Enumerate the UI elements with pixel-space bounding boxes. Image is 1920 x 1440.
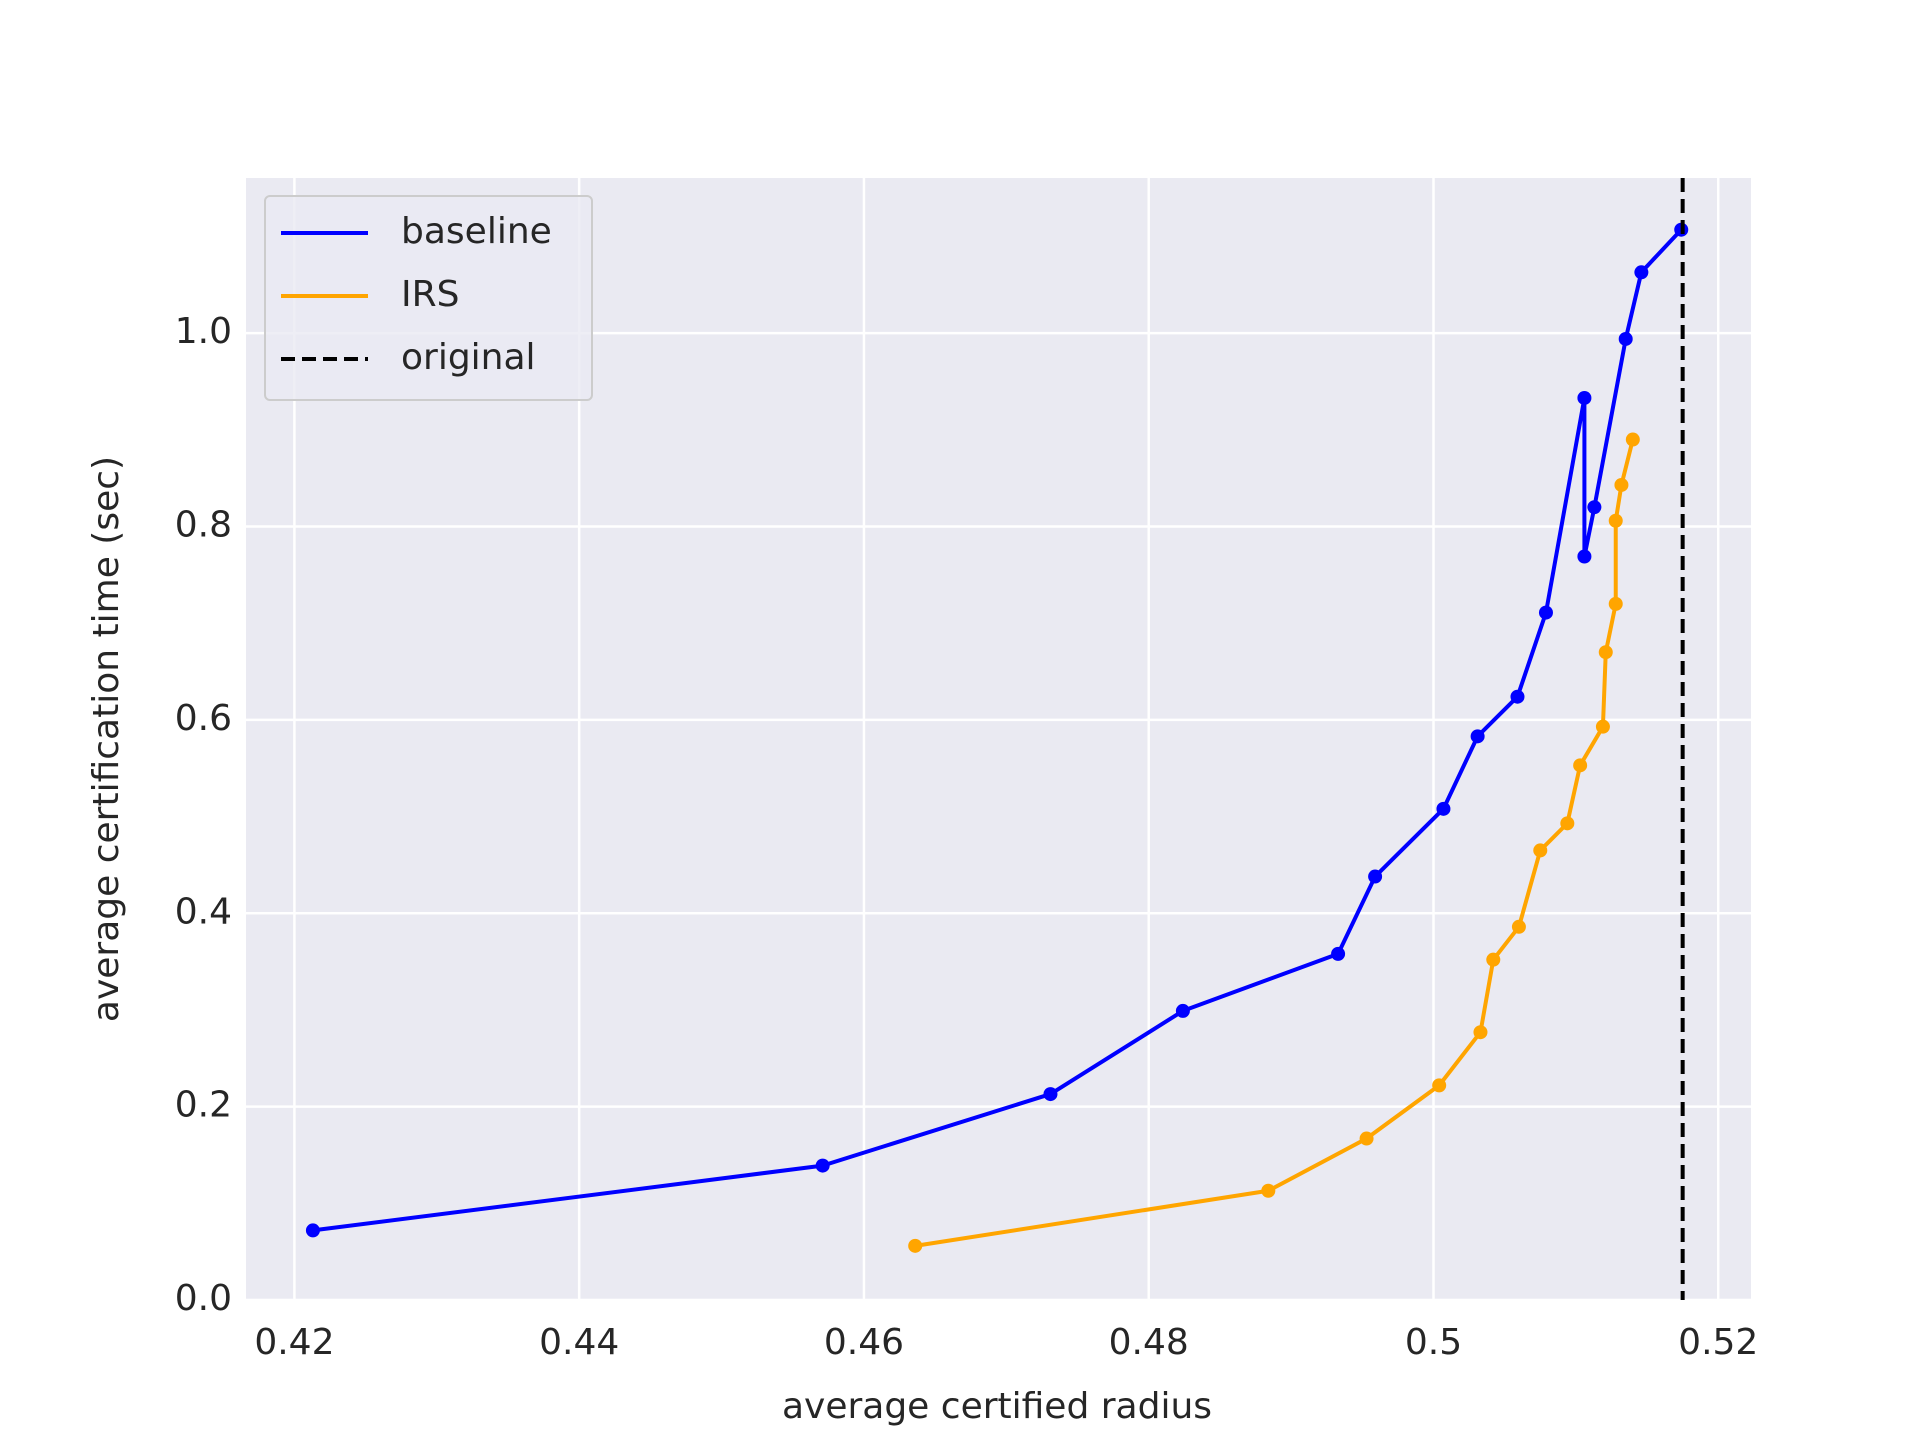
- data-point: [1486, 952, 1501, 967]
- y-axis-label: average certification time (sec): [86, 456, 127, 1022]
- data-point: [1560, 816, 1575, 831]
- data-point: [1043, 1087, 1058, 1102]
- data-point: [908, 1238, 923, 1253]
- data-point: [1368, 869, 1383, 884]
- data-point: [1175, 1003, 1190, 1018]
- x-tick-label: 0.44: [539, 1322, 619, 1363]
- data-point: [1618, 331, 1633, 346]
- data-point: [1634, 265, 1649, 280]
- legend-label: IRS: [401, 274, 459, 315]
- grid: [246, 178, 1751, 1302]
- data-point: [1510, 689, 1525, 704]
- y-tick-label: 0.0: [175, 1278, 232, 1319]
- data-point: [1608, 513, 1623, 528]
- data-point: [1359, 1131, 1374, 1146]
- x-tick-label: 0.46: [824, 1322, 904, 1363]
- data-point: [1538, 605, 1553, 620]
- data-point: [1432, 1078, 1447, 1093]
- x-tick-label: 0.42: [254, 1322, 334, 1363]
- data-point: [1587, 500, 1602, 515]
- data-point: [305, 1223, 320, 1238]
- data-point: [1436, 801, 1451, 816]
- series-line: [914, 439, 1635, 1248]
- x-tick-label: 0.48: [1109, 1322, 1189, 1363]
- x-axis-label: average certified radius: [782, 1386, 1212, 1427]
- legend-label: original: [401, 337, 536, 378]
- data-point: [1533, 843, 1548, 858]
- legend-box: [264, 195, 593, 401]
- data-point: [815, 1158, 830, 1173]
- data-point: [1577, 549, 1592, 564]
- y-tick-label: 0.6: [175, 698, 232, 739]
- y-tick-label: 0.2: [175, 1085, 232, 1126]
- legend-label: baseline: [401, 211, 552, 252]
- series-line: [312, 228, 1683, 1233]
- data-point: [1511, 919, 1526, 934]
- data-point: [1261, 1183, 1276, 1198]
- data-point: [1625, 432, 1640, 447]
- data-point: [1608, 596, 1623, 611]
- x-tick-label: 0.5: [1405, 1322, 1462, 1363]
- data-point: [1595, 719, 1610, 734]
- legend: baseline IRS original: [264, 195, 593, 401]
- data-point: [1577, 390, 1592, 405]
- data-point: [1331, 946, 1346, 961]
- data-point: [1470, 729, 1485, 744]
- y-tick-label: 0.8: [175, 505, 232, 546]
- marks: [305, 178, 1689, 1300]
- data-point: [1598, 645, 1613, 660]
- y-tick-label: 0.4: [175, 891, 232, 932]
- data-point: [1573, 758, 1588, 773]
- data-point: [1473, 1025, 1488, 1040]
- x-tick-label: 0.52: [1678, 1322, 1758, 1363]
- data-point: [1614, 477, 1629, 492]
- y-tick-label: 1.0: [175, 311, 232, 352]
